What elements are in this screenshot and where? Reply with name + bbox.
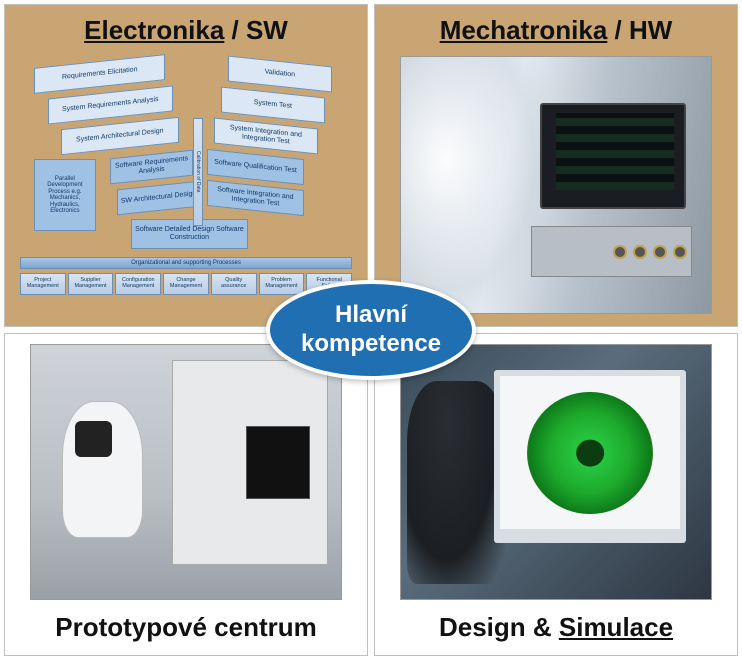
vbox-left-3: Software Requirements Analysis <box>110 150 193 185</box>
vbox-right-0: Validation <box>228 56 332 93</box>
proc-1: Supplier Management <box>68 273 114 295</box>
vbox-right-3: Software Qualification Test <box>207 149 304 185</box>
quadrant-electronika: Electronika / SW Requirements Elicitatio… <box>4 4 368 327</box>
title-electronika-rest: / SW <box>224 15 288 45</box>
vbox-right-4: Software Integration and Integration Tes… <box>207 180 304 216</box>
title-design-pre: Design & <box>439 612 559 642</box>
center-badge: Hlavní kompetence <box>266 280 476 380</box>
proc-4: Quality assurance <box>211 273 257 295</box>
vbox-left-5: Software Detailed Design Software Constr… <box>131 219 249 250</box>
vbox-left-4: SW Architectural Design <box>117 181 200 216</box>
photo-oscilloscope <box>400 56 711 314</box>
badge-line1: Hlavní <box>335 301 407 330</box>
title-electronika-underline: Electronika <box>84 15 224 45</box>
vbox-left-2: System Architectural Design <box>61 117 179 155</box>
vbox-right-2: System Integration and Integration Test <box>214 118 318 155</box>
photo-simulation <box>400 344 711 600</box>
v-model-diagram: Requirements Elicitation System Requirem… <box>13 56 359 314</box>
vbox-parallel: Parallel Development Process e.g. Mechan… <box>34 159 96 231</box>
title-design: Design & Simulace <box>439 612 673 643</box>
quadrant-design: Design & Simulace <box>374 333 738 656</box>
vmodel-col-a: Calibration of Data <box>193 118 203 226</box>
proc-3: Change Management <box>163 273 209 295</box>
title-mechatronika: Mechatronika / HW <box>440 15 673 46</box>
quadrant-prototype: Prototypové centrum <box>4 333 368 656</box>
title-electronika: Electronika / SW <box>84 15 288 46</box>
proc-5: Problem Management <box>259 273 305 295</box>
photo-3d-printer <box>30 344 341 600</box>
proc-2: Configuration Management <box>115 273 161 295</box>
title-design-underline: Simulace <box>559 612 673 642</box>
title-prototype: Prototypové centrum <box>55 612 317 643</box>
vmodel-proc-bar: Organizational and supporting Processes <box>20 257 352 269</box>
title-mechatronika-underline: Mechatronika <box>440 15 608 45</box>
proc-0: Project Management <box>20 273 66 295</box>
badge-line2: kompetence <box>301 330 441 359</box>
vbox-right-1: System Test <box>221 87 325 124</box>
title-mechatronika-rest: / HW <box>607 15 672 45</box>
quadrant-mechatronika: Mechatronika / HW <box>374 4 738 327</box>
